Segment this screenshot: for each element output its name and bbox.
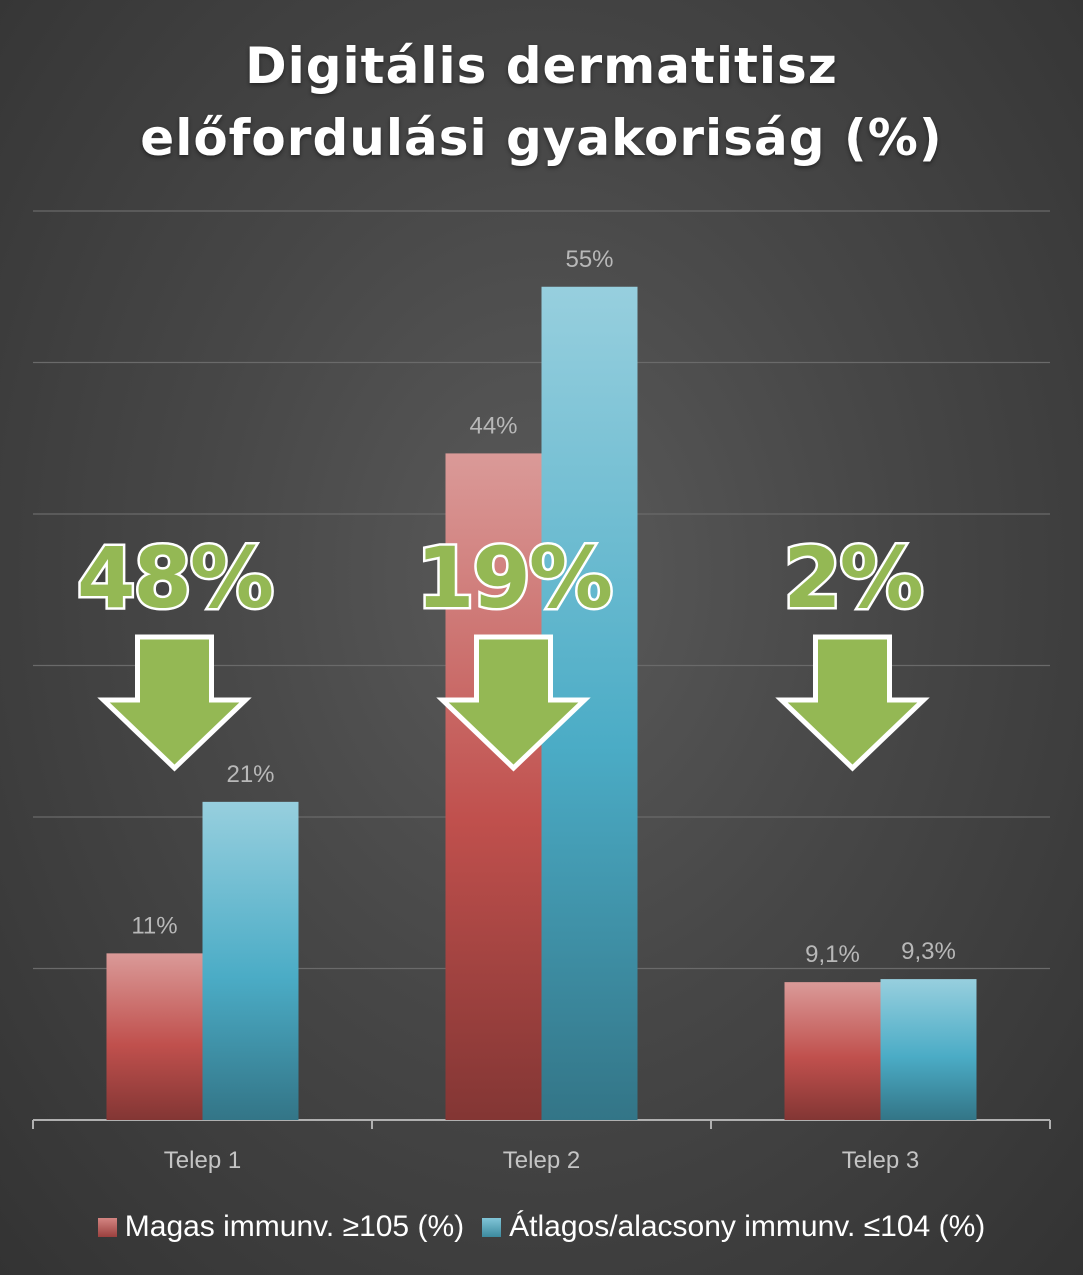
data-label: 44% bbox=[469, 412, 517, 439]
chart-title: Digitális dermatitisz előfordulási gyako… bbox=[0, 30, 1083, 174]
reduction-annotation: 48% bbox=[74, 527, 277, 772]
x-tick-label: Telep 2 bbox=[503, 1147, 580, 1174]
down-arrow-icon bbox=[775, 634, 930, 772]
legend-item-magas: Magas immunv. ≥105 (%) bbox=[97, 1210, 465, 1244]
data-label: 55% bbox=[565, 246, 613, 273]
x-tick-label: Telep 1 bbox=[164, 1147, 241, 1174]
data-label: 11% bbox=[131, 912, 177, 939]
legend-label-atlagos: Átlagos/alacsony immunv. ≤104 (%) bbox=[509, 1210, 986, 1243]
legend-label-magas: Magas immunv. ≥105 (%) bbox=[124, 1210, 465, 1243]
down-arrow-icon bbox=[436, 634, 591, 772]
down-arrow-icon bbox=[97, 634, 252, 772]
bar-telep-3-series-2 bbox=[880, 979, 977, 1120]
data-label: 9,3% bbox=[901, 938, 956, 965]
bar-telep-2-series-1 bbox=[445, 453, 542, 1120]
chart-title-line-1: Digitális dermatitisz bbox=[245, 37, 838, 95]
reduction-label: 48% bbox=[77, 529, 272, 627]
bar-telep-1-series-2 bbox=[202, 801, 299, 1120]
bar-telep-3-series-1 bbox=[784, 982, 881, 1120]
chart-title-line-2: előfordulási gyakoriság (%) bbox=[140, 109, 943, 167]
legend-swatch-atlagos bbox=[482, 1217, 502, 1237]
data-label: 9,1% bbox=[805, 941, 860, 968]
reduction-annotation: 2% bbox=[775, 527, 930, 772]
data-label: 21% bbox=[226, 761, 274, 788]
legend-item-atlagos: Átlagos/alacsony immunv. ≤104 (%) bbox=[482, 1210, 985, 1244]
reduction-label: 19% bbox=[416, 529, 611, 627]
bar-telep-1-series-1 bbox=[106, 953, 203, 1120]
x-tick-label: Telep 3 bbox=[842, 1147, 919, 1174]
legend: Magas immunv. ≥105 (%) Átlagos/alacsony … bbox=[0, 1205, 1083, 1249]
reduction-label: 2% bbox=[783, 529, 922, 627]
reduction-annotation: 19% bbox=[413, 527, 616, 772]
legend-swatch-magas bbox=[97, 1217, 117, 1237]
